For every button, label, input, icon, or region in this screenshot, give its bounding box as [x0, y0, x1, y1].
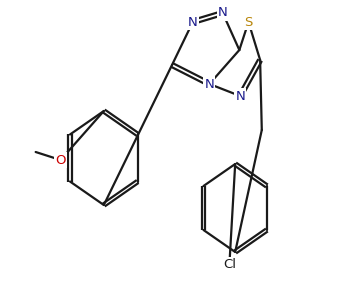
- Text: N: N: [235, 90, 245, 102]
- Text: O: O: [55, 154, 66, 166]
- Text: N: N: [205, 78, 214, 90]
- Text: N: N: [218, 7, 228, 19]
- Text: S: S: [244, 15, 253, 29]
- Text: N: N: [188, 15, 198, 29]
- Text: Cl: Cl: [223, 259, 236, 271]
